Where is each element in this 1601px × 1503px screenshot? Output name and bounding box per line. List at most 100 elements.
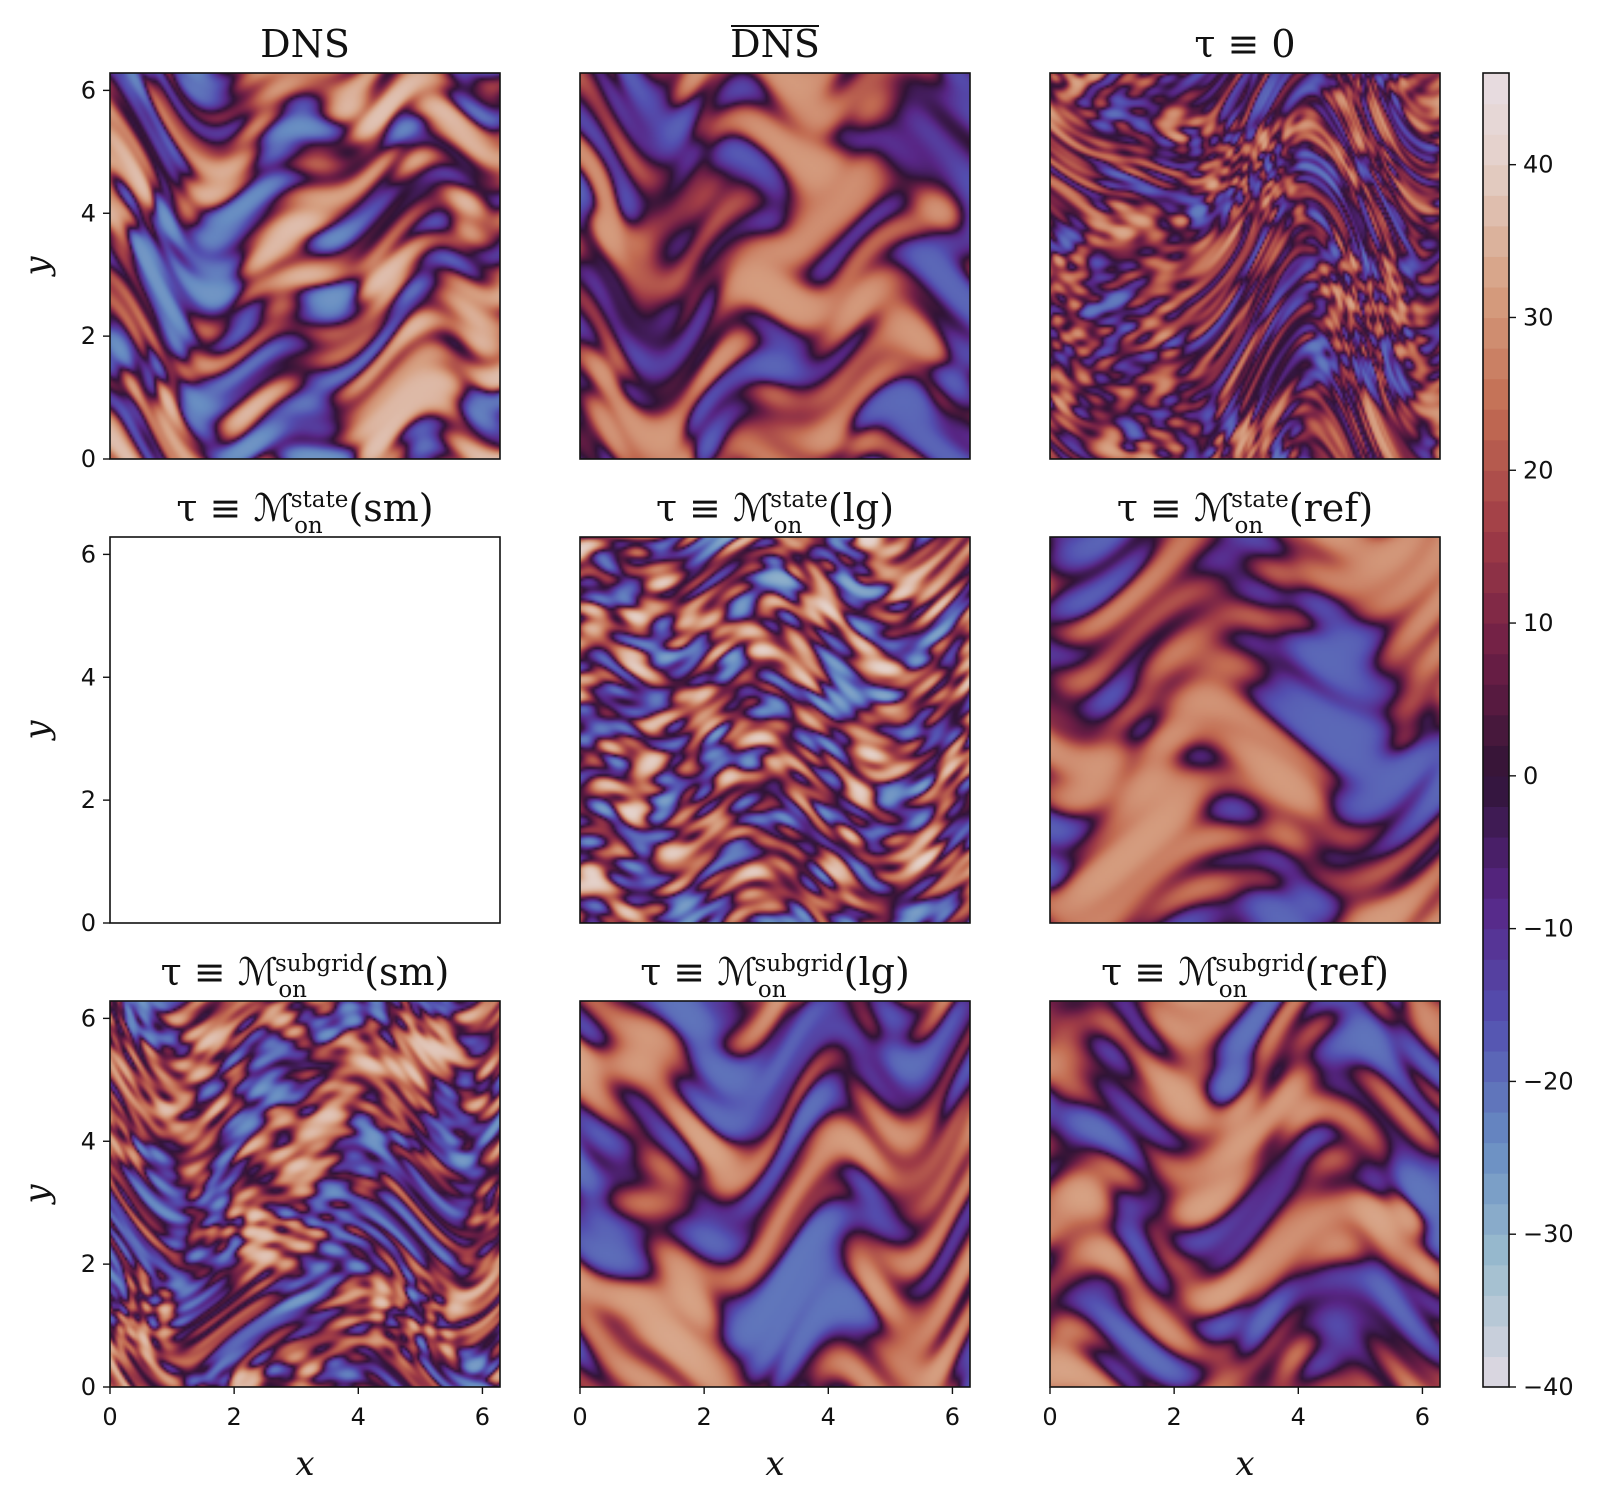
panel-title-base: τ ≡ ℳ <box>640 950 758 994</box>
y-tick-label: 4 <box>81 1127 96 1155</box>
colorbar-band <box>1483 439 1509 471</box>
panel-4: τ ≡ ℳonstate(sm) 0 2 4 6 y <box>17 486 501 937</box>
colorbar-band <box>1483 928 1509 960</box>
panel-title-arg: (sm) <box>364 950 449 994</box>
panel-title-sub: on <box>294 513 323 539</box>
colorbar-band <box>1483 1203 1509 1235</box>
colorbar-tick-label: −40 <box>1523 1373 1574 1401</box>
colorbar-band <box>1483 592 1509 624</box>
panel-title: τ ≡ ℳonsubgrid(lg) <box>640 950 910 1003</box>
colorbar-band <box>1483 867 1509 899</box>
colorbar-band <box>1483 1264 1509 1296</box>
colorbar-band <box>1483 73 1509 105</box>
panel-title-base: DNS <box>260 22 350 66</box>
axes-frame <box>579 1000 971 1388</box>
colorbar-band <box>1483 1111 1509 1144</box>
y-tick-label: 4 <box>81 663 96 691</box>
vorticity-field <box>110 1001 500 1387</box>
vorticity-field <box>580 537 970 923</box>
axes-frame <box>109 536 501 924</box>
colorbar-band <box>1483 470 1509 502</box>
panel-1: DNS 0 2 4 6 y <box>17 22 501 473</box>
colorbar-band <box>1483 103 1509 135</box>
colorbar-band <box>1483 195 1509 227</box>
panel-title-base: τ ≡ ℳ <box>161 950 279 994</box>
colorbar-tick-label: 10 <box>1523 609 1554 637</box>
colorbar-band <box>1483 409 1509 441</box>
x-axis-label: x <box>295 1444 314 1484</box>
panel-title-base: τ ≡ 0 <box>1194 22 1295 66</box>
panel-title-sup: state <box>291 487 349 513</box>
colorbar-band <box>1483 836 1509 869</box>
panel-title: τ ≡ ℳonstate(ref) <box>1117 486 1373 539</box>
colorbar-tick-label: 20 <box>1523 456 1554 484</box>
colorbar-band <box>1483 1081 1509 1113</box>
y-tick-label: 0 <box>81 445 96 473</box>
colorbar-band <box>1483 378 1509 410</box>
colorbar: 40 30 20 10 0 −10 −20 −30 −40 <box>1482 72 1574 1401</box>
vorticity-field <box>1050 1001 1440 1387</box>
panel-title-arg: (lg) <box>828 486 894 530</box>
colorbar-band <box>1483 317 1509 349</box>
panel-title: DNS <box>730 22 820 66</box>
colorbar-band <box>1483 561 1509 594</box>
panel-title-base: τ ≡ ℳ <box>176 486 294 530</box>
colorbar-band <box>1483 1295 1509 1327</box>
y-tick-label: 0 <box>81 1373 96 1401</box>
panel-5: τ ≡ ℳonstate(lg) <box>579 486 971 924</box>
axes-frame <box>109 1000 501 1388</box>
panel-title-sub: on <box>758 977 787 1003</box>
panel-title-sub: on <box>278 977 307 1003</box>
y-tick-label: 6 <box>81 76 96 104</box>
colorbar-band <box>1483 1234 1509 1266</box>
colorbar-band <box>1483 653 1509 685</box>
axes-frame <box>1049 1000 1441 1388</box>
colorbar-band <box>1483 225 1509 257</box>
vorticity-field <box>110 73 500 459</box>
panel-title-sub: on <box>1219 977 1248 1003</box>
colorbar-tick-label: −10 <box>1523 915 1574 943</box>
y-axis-label: y <box>17 720 57 742</box>
x-tick-label: 4 <box>821 1403 836 1431</box>
vorticity-field <box>580 1001 970 1387</box>
x-tick-label: 0 <box>1042 1403 1057 1431</box>
x-tick-label: 4 <box>351 1403 366 1431</box>
panel-title-arg: (sm) <box>348 486 433 530</box>
y-axis-label: y <box>17 1184 57 1206</box>
panel-title-sup: state <box>770 487 828 513</box>
x-tick-label: 4 <box>1291 1403 1306 1431</box>
colorbar-tick-label: −20 <box>1523 1067 1574 1095</box>
colorbar-band <box>1483 500 1509 532</box>
colorbar-band <box>1483 714 1509 746</box>
colorbar-band <box>1483 1356 1509 1388</box>
x-tick-label: 6 <box>1415 1403 1430 1431</box>
colorbar-band <box>1483 898 1509 930</box>
colorbar-band <box>1483 684 1509 716</box>
axes-frame <box>1049 536 1441 924</box>
panel-7: τ ≡ ℳonsubgrid(sm) 0 2 4 6 y 0 2 4 6 x <box>17 950 501 1484</box>
y-tick-label: 0 <box>81 909 96 937</box>
axes-frame <box>109 72 501 460</box>
colorbar-band <box>1483 1020 1509 1052</box>
colorbar-band <box>1483 134 1509 166</box>
panel-title-arg: (ref) <box>1305 950 1389 994</box>
panel-9: τ ≡ ℳonsubgrid(ref) 0 2 4 6 x <box>1042 950 1441 1484</box>
y-tick-label: 6 <box>81 540 96 568</box>
x-axis-label: x <box>1235 1444 1254 1484</box>
panel-2: DNS <box>579 22 971 460</box>
colorbar-band <box>1483 164 1509 196</box>
panel-title: τ ≡ ℳonsubgrid(sm) <box>161 950 450 1003</box>
panel-3: τ ≡ 0 <box>1049 22 1441 460</box>
colorbar-band <box>1483 531 1509 563</box>
colorbar-band <box>1483 1142 1509 1174</box>
y-tick-label: 2 <box>81 1250 96 1278</box>
panel-title-arg: (lg) <box>844 950 910 994</box>
panel-title-sup: subgrid <box>1215 951 1304 977</box>
colorbar-band <box>1483 1325 1509 1358</box>
colorbar-band <box>1483 623 1509 655</box>
panel-title: τ ≡ ℳonsubgrid(ref) <box>1101 950 1389 1003</box>
panel-title-base: DNS <box>730 22 820 66</box>
y-tick-label: 4 <box>81 199 96 227</box>
panel-title: τ ≡ ℳonstate(sm) <box>176 486 433 539</box>
